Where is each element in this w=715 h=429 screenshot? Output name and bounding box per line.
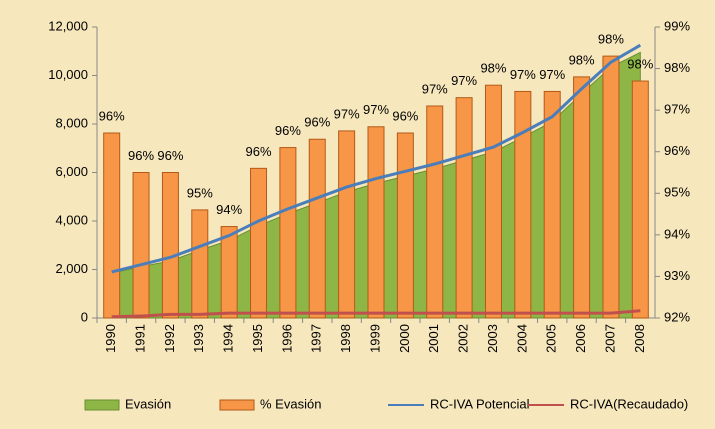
x-tick-label: 1999 bbox=[367, 324, 382, 353]
x-tick-label: 1995 bbox=[250, 324, 265, 353]
y2-tick-label: 92% bbox=[664, 309, 690, 324]
legend-label: % Evasión bbox=[260, 396, 321, 411]
y-tick-label: 4,000 bbox=[55, 212, 88, 227]
x-tick-label: 2005 bbox=[544, 324, 559, 353]
bar bbox=[191, 209, 209, 319]
data-label: 96% bbox=[246, 144, 272, 159]
data-label: 97% bbox=[510, 67, 536, 82]
x-tick-label: 1993 bbox=[191, 324, 206, 353]
legend-label: RC-IVA(Recaudado) bbox=[570, 396, 688, 411]
bar bbox=[220, 226, 238, 319]
bar bbox=[396, 132, 414, 319]
y2-tick-label: 94% bbox=[664, 226, 690, 241]
bar bbox=[514, 90, 532, 319]
x-tick-label: 1991 bbox=[132, 324, 147, 353]
x-tick-label: 2006 bbox=[573, 324, 588, 353]
data-label: 98% bbox=[569, 52, 595, 67]
data-label: 97% bbox=[334, 106, 360, 121]
legend-label: RC-IVA Potencial bbox=[430, 396, 530, 411]
bar bbox=[573, 76, 591, 319]
y-tick-label: 10,000 bbox=[48, 67, 88, 82]
data-label: 96% bbox=[157, 148, 183, 163]
bar bbox=[161, 172, 179, 319]
y-tick-label: 8,000 bbox=[55, 115, 88, 130]
x-tick-label: 1992 bbox=[162, 324, 177, 353]
x-tick-label: 2008 bbox=[632, 324, 647, 353]
y-tick-label: 2,000 bbox=[55, 261, 88, 276]
data-label: 95% bbox=[187, 185, 213, 200]
bar bbox=[250, 167, 268, 319]
y2-tick-label: 93% bbox=[664, 268, 690, 283]
data-label: 94% bbox=[216, 202, 242, 217]
x-tick-label: 2000 bbox=[397, 324, 412, 353]
y2-tick-label: 95% bbox=[664, 185, 690, 200]
bar bbox=[367, 126, 385, 319]
bar bbox=[455, 97, 473, 319]
legend-swatch bbox=[84, 399, 120, 411]
x-tick-label: 1990 bbox=[103, 324, 118, 353]
bar bbox=[484, 84, 502, 319]
y-tick-label: 12,000 bbox=[48, 18, 88, 33]
bar bbox=[338, 130, 356, 319]
data-label: 97% bbox=[451, 73, 477, 88]
x-tick-label: 1998 bbox=[338, 324, 353, 353]
data-label: 97% bbox=[363, 102, 389, 117]
x-tick-label: 2003 bbox=[485, 324, 500, 353]
x-tick-label: 2001 bbox=[426, 324, 441, 353]
data-label: 98% bbox=[480, 61, 506, 76]
data-label: 96% bbox=[275, 123, 301, 138]
y2-tick-label: 99% bbox=[664, 18, 690, 33]
x-tick-label: 1997 bbox=[309, 324, 324, 353]
y-tick-label: 6,000 bbox=[55, 164, 88, 179]
data-label: 96% bbox=[99, 108, 125, 123]
x-tick-label: 2007 bbox=[602, 324, 617, 353]
y2-tick-label: 96% bbox=[664, 143, 690, 158]
data-label: 97% bbox=[422, 81, 448, 96]
bar bbox=[602, 55, 620, 319]
data-label: 96% bbox=[304, 115, 330, 130]
bar bbox=[426, 105, 444, 319]
data-label: 96% bbox=[128, 148, 154, 163]
y2-tick-label: 98% bbox=[664, 60, 690, 75]
x-tick-label: 2002 bbox=[456, 324, 471, 353]
data-label: 97% bbox=[539, 67, 565, 82]
line bbox=[111, 43, 642, 274]
data-label: 98% bbox=[598, 32, 624, 47]
bar bbox=[543, 90, 561, 319]
y2-tick-label: 97% bbox=[664, 102, 690, 117]
bar bbox=[631, 80, 649, 319]
legend-label: Evasión bbox=[125, 396, 171, 411]
bar bbox=[279, 147, 297, 319]
bar bbox=[308, 138, 326, 319]
x-tick-label: 1996 bbox=[279, 324, 294, 353]
bar bbox=[103, 132, 121, 319]
bar bbox=[132, 172, 150, 319]
y-tick-label: 0 bbox=[81, 309, 88, 324]
legend-swatch bbox=[219, 399, 255, 411]
data-label: 96% bbox=[392, 108, 418, 123]
data-label: 98% bbox=[627, 56, 653, 71]
x-tick-label: 1994 bbox=[221, 324, 236, 353]
x-tick-label: 2004 bbox=[514, 324, 529, 353]
line bbox=[111, 309, 641, 319]
